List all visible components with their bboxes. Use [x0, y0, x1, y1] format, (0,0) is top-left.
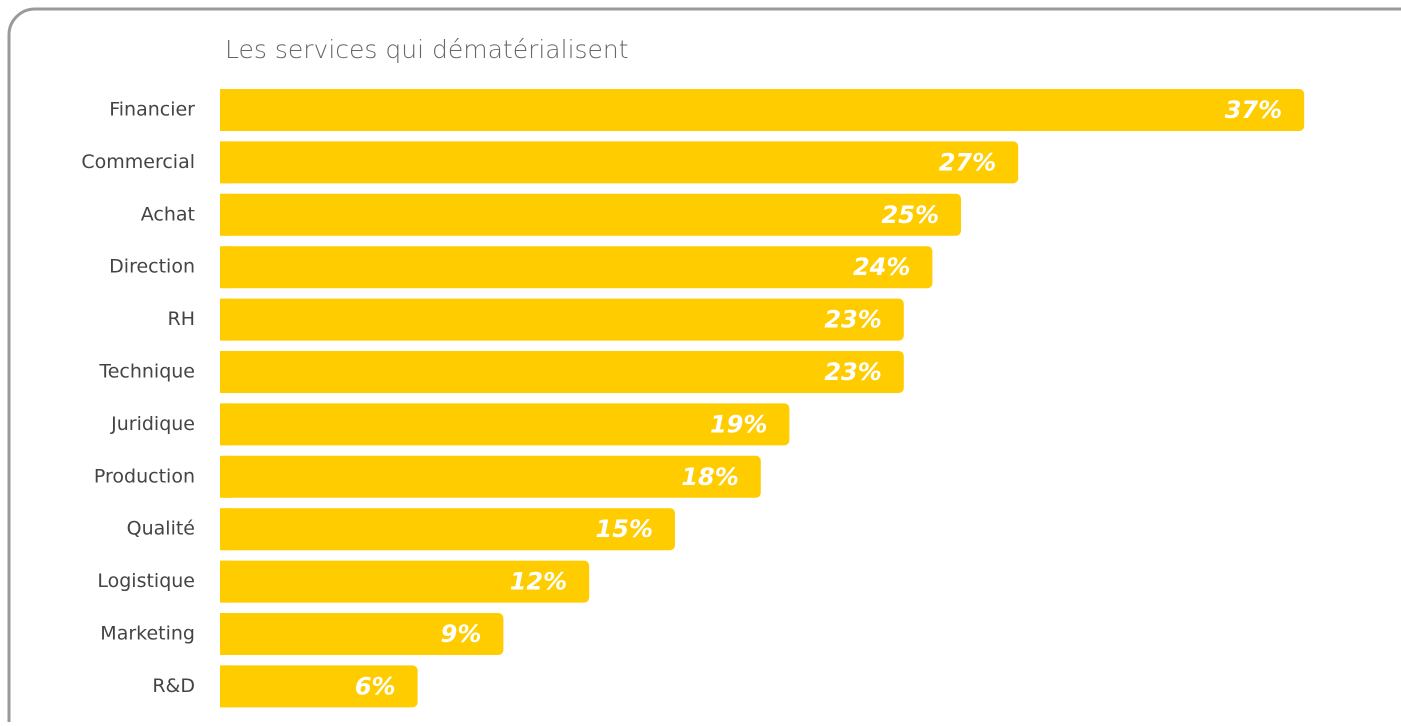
category-label: Achat — [141, 203, 195, 225]
bar — [220, 246, 933, 289]
bar — [220, 403, 790, 446]
bar — [220, 613, 504, 655]
value-label: 23% — [824, 306, 881, 334]
chart-title: Les services qui dématérialisent — [225, 35, 629, 64]
frame — [7, 7, 1401, 726]
bar — [220, 351, 904, 393]
bar-square — [220, 246, 230, 289]
value-label: 18% — [681, 463, 738, 491]
value-label: 9% — [441, 620, 482, 648]
bar — [220, 298, 904, 341]
category-label: Financier — [109, 99, 195, 121]
value-label: 6% — [355, 672, 396, 700]
bar-square — [220, 298, 230, 341]
bar-square — [220, 403, 230, 446]
category-label: RH — [168, 308, 196, 330]
bar-square — [220, 613, 230, 655]
category-label: Marketing — [100, 623, 195, 645]
bar — [220, 193, 961, 236]
category-label: Logistique — [97, 570, 195, 592]
value-label: 27% — [939, 148, 996, 176]
bar — [220, 508, 675, 551]
category-label: R&D — [152, 675, 195, 697]
value-label: 23% — [824, 358, 881, 386]
category-label: Production — [94, 465, 195, 487]
bar-square — [220, 455, 230, 498]
category-label: Juridique — [110, 413, 195, 435]
bar-square — [220, 141, 230, 184]
value-label: 12% — [510, 568, 567, 596]
bar — [220, 141, 1019, 184]
bar-square — [220, 508, 230, 551]
category-label: Technique — [98, 361, 195, 383]
bar-square — [220, 665, 230, 708]
bar — [220, 560, 590, 603]
category-label: Qualité — [127, 518, 195, 540]
category-label: Direction — [109, 256, 195, 278]
bar-square — [220, 560, 230, 603]
value-label: 25% — [882, 201, 939, 229]
category-label: Commercial — [81, 151, 195, 173]
bar-square — [220, 351, 230, 393]
bar — [220, 455, 761, 498]
value-label: 37% — [1225, 96, 1282, 124]
value-label: 15% — [596, 515, 653, 543]
bar — [220, 89, 1305, 131]
value-label: 19% — [710, 410, 767, 438]
bar-square — [220, 193, 230, 236]
bar — [220, 665, 418, 708]
value-label: 24% — [853, 253, 910, 281]
bar-square — [220, 89, 230, 131]
